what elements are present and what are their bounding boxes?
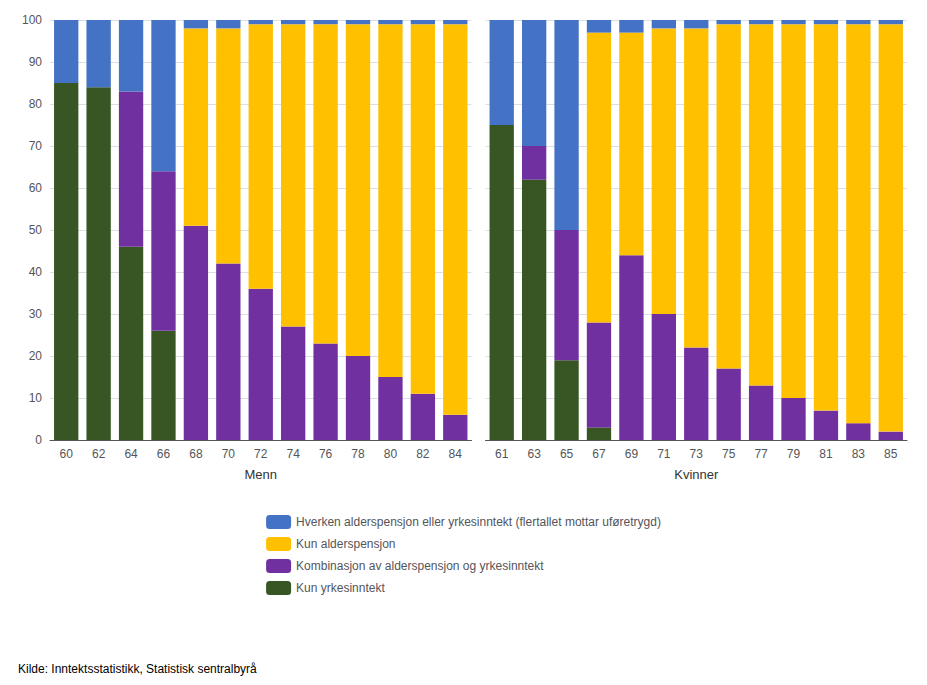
- svg-text:81: 81: [819, 447, 833, 461]
- svg-text:70: 70: [29, 139, 43, 153]
- svg-text:77: 77: [754, 447, 768, 461]
- svg-text:76: 76: [319, 447, 333, 461]
- svg-text:Kun yrkesinntekt: Kun yrkesinntekt: [296, 581, 385, 595]
- svg-text:64: 64: [124, 447, 138, 461]
- svg-text:82: 82: [416, 447, 430, 461]
- svg-text:Kvinner: Kvinner: [674, 467, 719, 482]
- svg-text:67: 67: [592, 447, 606, 461]
- svg-text:62: 62: [92, 447, 106, 461]
- svg-text:10: 10: [29, 391, 43, 405]
- svg-text:50: 50: [29, 223, 43, 237]
- svg-text:30: 30: [29, 307, 43, 321]
- svg-text:65: 65: [560, 447, 574, 461]
- svg-text:80: 80: [29, 97, 43, 111]
- svg-text:60: 60: [60, 447, 74, 461]
- svg-text:66: 66: [157, 447, 171, 461]
- svg-text:79: 79: [787, 447, 801, 461]
- svg-text:70: 70: [222, 447, 236, 461]
- svg-text:75: 75: [722, 447, 736, 461]
- svg-text:80: 80: [384, 447, 398, 461]
- svg-text:83: 83: [852, 447, 866, 461]
- svg-text:40: 40: [29, 265, 43, 279]
- svg-text:69: 69: [625, 447, 639, 461]
- svg-text:61: 61: [495, 447, 509, 461]
- svg-text:73: 73: [690, 447, 704, 461]
- svg-text:71: 71: [657, 447, 671, 461]
- svg-text:74: 74: [286, 447, 300, 461]
- svg-text:78: 78: [351, 447, 365, 461]
- svg-text:Hverken alderspensjon eller yr: Hverken alderspensjon eller yrkesinntekt…: [296, 515, 661, 529]
- svg-text:Kun alderspensjon: Kun alderspensjon: [296, 537, 395, 551]
- svg-text:20: 20: [29, 349, 43, 363]
- svg-text:Kilde: Inntektsstatistikk, Sta: Kilde: Inntektsstatistikk, Statistisk se…: [18, 662, 257, 676]
- svg-text:Menn: Menn: [244, 467, 277, 482]
- svg-text:72: 72: [254, 447, 268, 461]
- svg-text:100: 100: [22, 13, 42, 27]
- svg-text:90: 90: [29, 55, 43, 69]
- svg-text:63: 63: [527, 447, 541, 461]
- svg-text:85: 85: [884, 447, 898, 461]
- svg-text:68: 68: [189, 447, 203, 461]
- svg-text:Kombinasjon av alderspensjon o: Kombinasjon av alderspensjon og yrkesinn…: [296, 559, 544, 573]
- svg-text:0: 0: [35, 433, 42, 447]
- svg-text:84: 84: [449, 447, 463, 461]
- svg-text:60: 60: [29, 181, 43, 195]
